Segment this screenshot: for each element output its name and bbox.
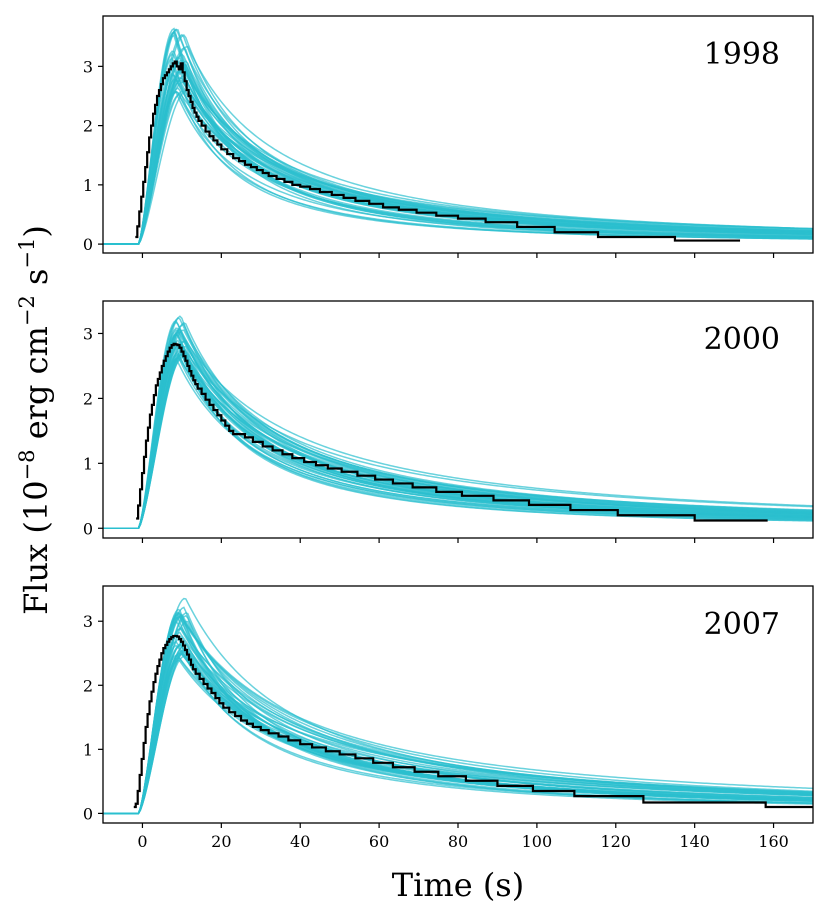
y-tick-label: 3	[83, 612, 93, 631]
model-curve	[103, 45, 813, 245]
y-tick-label: 2	[83, 117, 93, 136]
model-curves	[103, 315, 813, 530]
y-tick-label: 1	[83, 740, 93, 759]
y-tick-label: 1	[83, 176, 93, 195]
y-axis-title-mid2: s	[17, 269, 55, 296]
y-axis-title-mid: erg cm	[17, 326, 55, 449]
x-tick-label: 160	[758, 832, 789, 851]
y-tick-label: 2	[83, 389, 93, 408]
y-tick-label: 2	[83, 676, 93, 695]
model-curve	[103, 627, 813, 815]
model-curve	[103, 30, 813, 245]
x-tick-label: 120	[601, 832, 632, 851]
x-tick-label: 60	[369, 832, 389, 851]
x-tick-label: 40	[290, 832, 310, 851]
model-curve	[103, 613, 813, 815]
model-curve	[103, 656, 813, 815]
panel-year-label: 2000	[704, 322, 780, 357]
model-curves	[103, 597, 813, 815]
model-curve	[103, 340, 813, 530]
observed-light-curve	[135, 60, 741, 242]
x-tick-label: 20	[211, 832, 231, 851]
x-axis-title: Time (s)	[392, 866, 524, 904]
y-tick-label: 0	[83, 804, 93, 823]
y-axis-title-exp3: −1	[15, 238, 39, 269]
panel-2007: 0 1 2 3 0 20 40 60 80 100 120 140 160 2007	[83, 585, 814, 851]
model-curves	[103, 27, 813, 245]
x-tick-label: 140	[679, 832, 710, 851]
y-tick-label: 3	[83, 57, 93, 76]
model-curve	[103, 635, 813, 815]
y-tick-label: 0	[83, 519, 93, 538]
model-curve	[103, 654, 813, 815]
panel-2000: 0 1 2 3 2000	[83, 300, 814, 543]
model-curve	[103, 30, 813, 245]
model-curve	[103, 68, 813, 245]
y-axis-title-exp2: −2	[15, 295, 39, 326]
model-curve	[103, 647, 813, 815]
observed-light-curve	[136, 342, 768, 522]
model-curve	[103, 332, 813, 530]
y-axis-title-suffix: )	[17, 225, 55, 237]
observed-light-curve	[133, 634, 813, 809]
model-curve	[103, 67, 813, 245]
model-curve	[103, 91, 813, 245]
panel-year-label: 2007	[704, 607, 780, 642]
y-tick-label: 1	[83, 454, 93, 473]
x-tick-label: 80	[448, 832, 468, 851]
y-axis-title-prefix: Flux (10	[17, 480, 55, 614]
panels-layer: 0 1 2 3 1998 0 1 2 3 2000 0 1 2 3 0 20 40 60 80 100 120 140 16…	[83, 15, 814, 851]
y-axis-title: Flux (10−8 erg cm−2 s−1)	[15, 225, 55, 615]
model-curve	[103, 612, 813, 815]
y-tick-label: 0	[83, 235, 93, 254]
x-tick-label: 0	[137, 832, 147, 851]
x-tick-label: 100	[522, 832, 553, 851]
panel-year-label: 1998	[704, 37, 780, 72]
model-curve	[103, 613, 813, 815]
y-axis-title-exp1: −8	[15, 449, 39, 480]
model-curve	[103, 327, 813, 530]
model-curve	[103, 323, 813, 530]
y-tick-label: 3	[83, 324, 93, 343]
panel-1998: 0 1 2 3 1998	[83, 15, 814, 258]
model-curve	[103, 615, 813, 815]
